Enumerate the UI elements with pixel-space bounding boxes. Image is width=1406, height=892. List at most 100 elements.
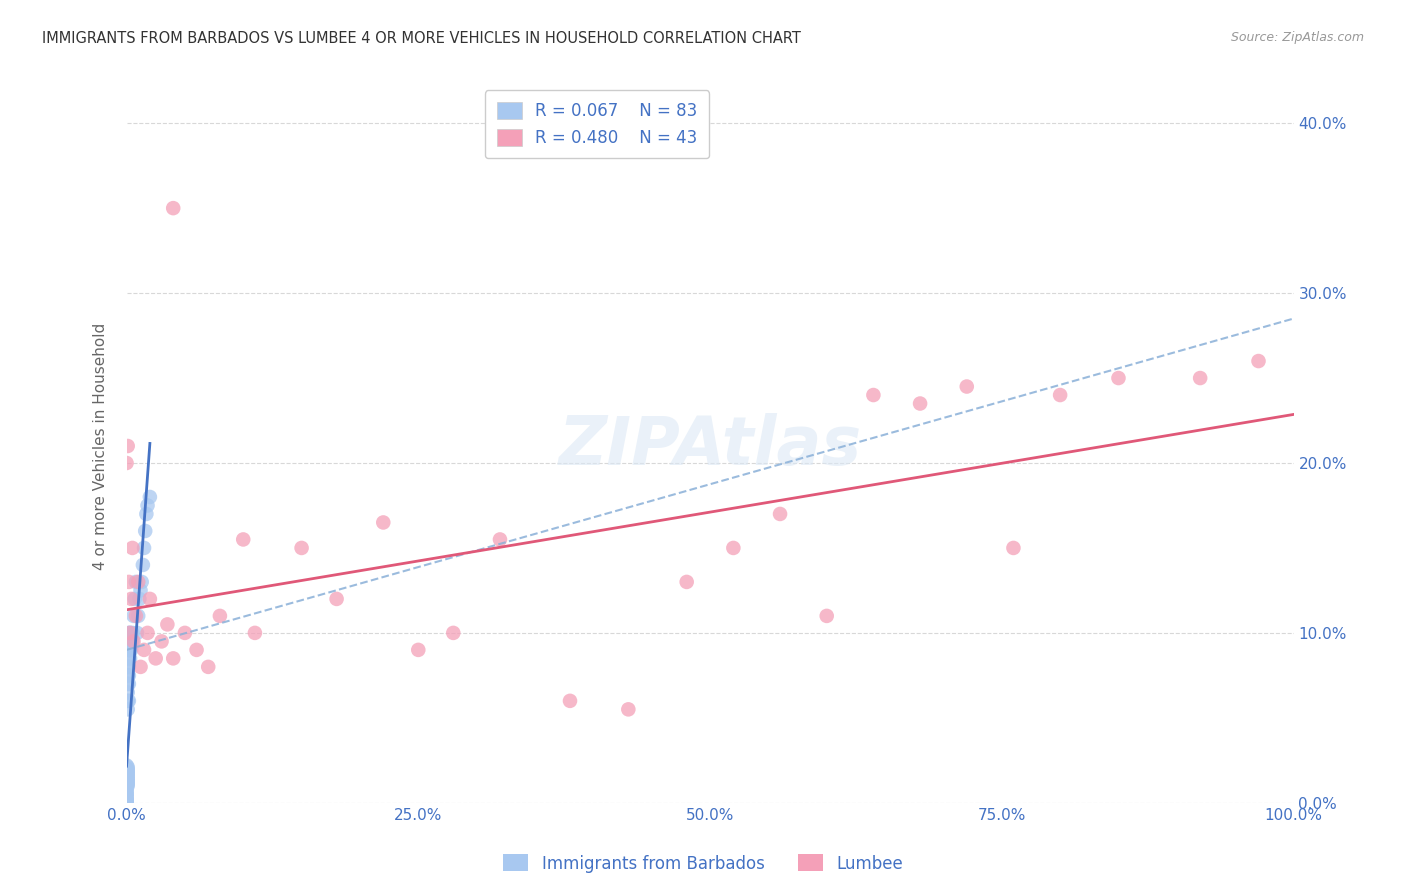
Point xyxy=(208,608,231,623)
Point xyxy=(115,796,138,810)
Text: IMMIGRANTS FROM BARBADOS VS LUMBEE 4 OR MORE VEHICLES IN HOUSEHOLD CORRELATION C: IMMIGRANTS FROM BARBADOS VS LUMBEE 4 OR … xyxy=(42,31,801,46)
Point xyxy=(115,794,138,808)
Point xyxy=(115,770,138,784)
Point xyxy=(115,796,138,810)
Point xyxy=(118,643,141,657)
Point xyxy=(134,524,156,538)
Point xyxy=(118,668,141,682)
Point xyxy=(408,643,430,657)
Point xyxy=(118,626,141,640)
Point xyxy=(162,201,184,215)
Point xyxy=(115,758,138,772)
Text: Source: ZipAtlas.com: Source: ZipAtlas.com xyxy=(1230,31,1364,45)
Point xyxy=(117,769,139,783)
Point xyxy=(115,456,138,470)
Point xyxy=(128,591,150,606)
Point xyxy=(186,643,208,657)
Point xyxy=(115,767,138,781)
Text: ZIPAtlas: ZIPAtlas xyxy=(558,413,862,479)
Point xyxy=(1247,354,1270,368)
Point xyxy=(115,786,138,800)
Point xyxy=(117,660,139,674)
Point xyxy=(118,677,141,691)
Point xyxy=(115,796,138,810)
Point xyxy=(115,784,138,798)
Point xyxy=(162,651,184,665)
Point xyxy=(132,558,155,572)
Point xyxy=(118,651,141,665)
Point xyxy=(117,760,139,774)
Point xyxy=(127,608,149,623)
Point xyxy=(117,762,139,776)
Point xyxy=(115,777,138,791)
Point xyxy=(117,775,139,789)
Point xyxy=(117,677,139,691)
Point xyxy=(145,651,167,665)
Point xyxy=(135,507,157,521)
Point xyxy=(122,608,145,623)
Point xyxy=(150,634,173,648)
Point xyxy=(115,796,138,810)
Point xyxy=(115,772,138,786)
Point xyxy=(115,796,138,810)
Y-axis label: 4 or more Vehicles in Household: 4 or more Vehicles in Household xyxy=(93,322,108,570)
Point xyxy=(115,782,138,797)
Point xyxy=(115,794,138,808)
Point xyxy=(441,626,464,640)
Point xyxy=(136,626,159,640)
Point xyxy=(117,439,139,453)
Point xyxy=(373,516,395,530)
Point xyxy=(127,574,149,589)
Point xyxy=(118,660,141,674)
Point xyxy=(115,779,138,793)
Point xyxy=(129,660,152,674)
Point xyxy=(125,574,148,589)
Point xyxy=(115,796,138,810)
Point xyxy=(118,694,141,708)
Point xyxy=(117,777,139,791)
Point xyxy=(118,626,141,640)
Point xyxy=(1189,371,1212,385)
Point xyxy=(132,643,155,657)
Point xyxy=(117,702,139,716)
Point xyxy=(115,787,138,801)
Point xyxy=(118,626,141,640)
Point xyxy=(117,685,139,699)
Point xyxy=(115,787,138,801)
Point xyxy=(617,702,640,716)
Point xyxy=(115,792,138,806)
Point xyxy=(232,533,254,547)
Point xyxy=(115,796,138,810)
Legend: Immigrants from Barbados, Lumbee: Immigrants from Barbados, Lumbee xyxy=(496,847,910,880)
Point xyxy=(121,541,143,555)
Point xyxy=(115,769,138,783)
Point xyxy=(115,773,138,788)
Point xyxy=(118,574,141,589)
Point xyxy=(132,541,155,555)
Point xyxy=(115,796,138,810)
Point xyxy=(558,694,581,708)
Point xyxy=(125,626,148,640)
Point xyxy=(131,574,153,589)
Point xyxy=(117,668,139,682)
Point xyxy=(118,634,141,648)
Point xyxy=(117,764,139,778)
Point xyxy=(815,608,838,623)
Point xyxy=(290,541,312,555)
Point xyxy=(122,634,145,648)
Point xyxy=(117,770,139,784)
Point xyxy=(120,591,142,606)
Point xyxy=(121,626,143,640)
Point xyxy=(243,626,266,640)
Point xyxy=(117,767,139,781)
Point xyxy=(117,765,139,780)
Point xyxy=(139,591,162,606)
Point xyxy=(115,762,138,776)
Point xyxy=(121,634,143,648)
Point xyxy=(115,796,138,810)
Point xyxy=(862,388,884,402)
Point xyxy=(125,608,148,623)
Point xyxy=(325,591,347,606)
Point xyxy=(115,789,138,803)
Point xyxy=(120,643,142,657)
